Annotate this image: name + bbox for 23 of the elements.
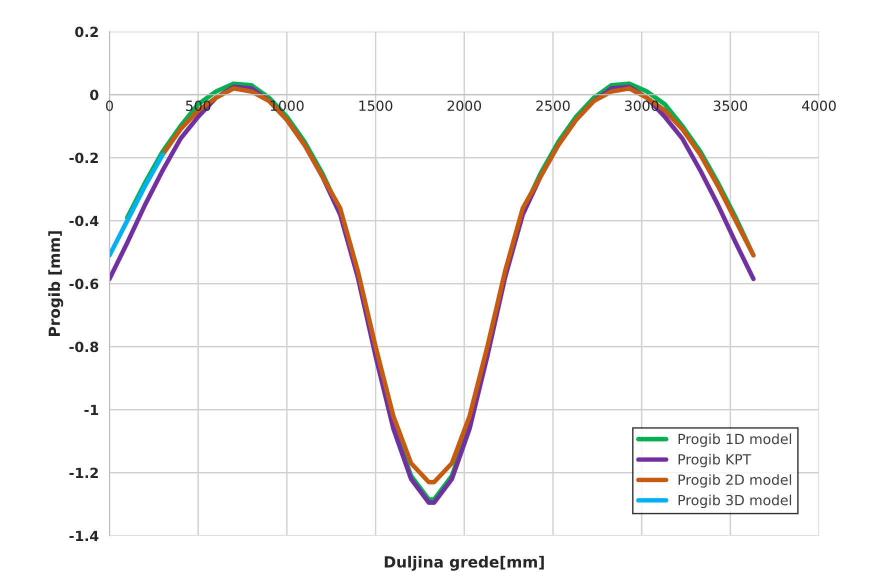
x-tick-label: 0 [106,100,113,111]
y-axis-title: Progib [mm] [48,231,64,336]
legend-label: Progib KPT [678,454,752,468]
y-tick-label: -1 [84,404,98,415]
y-tick-label: 0.2 [75,26,98,38]
legend-label: Progib 3D model [678,494,792,508]
x-tick-label: 500 [186,100,211,111]
x-tick-label: 3500 [714,100,748,111]
y-tick-label: -0.8 [69,342,98,352]
y-tick-label: -1.2 [69,468,98,478]
x-tick-label: 2500 [536,100,570,111]
legend-label: Progib 2D model [678,474,792,488]
line-series [110,152,165,258]
x-tick-label: 2000 [448,100,482,111]
y-tick-label: -0.6 [69,278,98,290]
y-tick-label: -0.4 [69,216,98,226]
x-axis-title: Duljina grede[mm] [384,556,544,571]
x-tick-label: 4000 [802,100,836,111]
legend-label: Progib 1D model [678,433,792,447]
x-tick-label: 1500 [359,100,392,111]
y-tick-label: 0 [90,90,98,100]
y-tick-label: -1.4 [69,530,98,541]
y-tick-label: -0.2 [69,152,98,164]
